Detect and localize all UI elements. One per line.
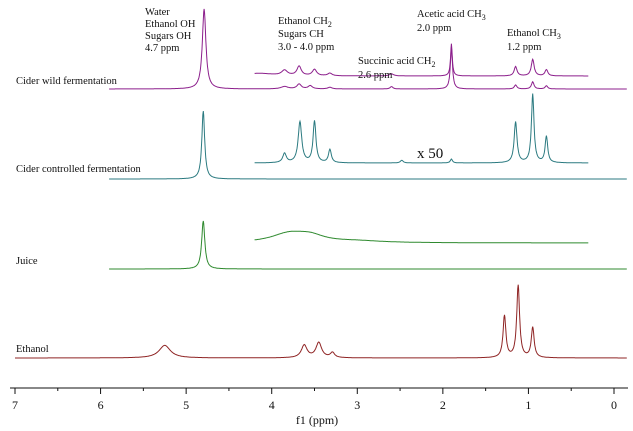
annotation-acetic-ppm: 2.0 ppm bbox=[417, 23, 451, 34]
x-tick-label-2: 2 bbox=[440, 398, 446, 412]
annotation-ethanol-ch3-label: Ethanol CH3 bbox=[507, 28, 561, 41]
annotation-sugars-ch: Sugars CH bbox=[278, 29, 324, 40]
scale-factor-label: x 50 bbox=[417, 146, 443, 162]
x-tick-label-3: 3 bbox=[354, 398, 360, 412]
annotation-water-line2: Ethanol OH bbox=[145, 19, 196, 30]
annotation-ethanol-ch3-ppm: 1.2 ppm bbox=[507, 42, 541, 53]
annotation-ethanol-ch2: Ethanol CH2 bbox=[278, 16, 332, 29]
annotation-succinic: Succinic acid CH2 2.6 ppm bbox=[358, 56, 435, 81]
x-axis-title: f1 (ppm) bbox=[296, 413, 338, 427]
x-tick-label-6: 6 bbox=[98, 398, 104, 412]
x-tick-label-1: 1 bbox=[525, 398, 531, 412]
annotation-water-line1: Water bbox=[145, 7, 170, 18]
series-trace-1 bbox=[109, 110, 627, 180]
annotation-acetic-ch3: Acetic acid CH3 bbox=[417, 9, 486, 22]
series-label-cider-controlled: Cider controlled fermentation bbox=[16, 164, 142, 175]
annotation-ethanol-sugars: Ethanol CH2 Sugars CH 3.0 - 4.0 ppm bbox=[278, 16, 334, 53]
annotation-water: Water Ethanol OH Sugars OH 4.7 ppm bbox=[145, 7, 196, 54]
series-trace-2 bbox=[109, 220, 627, 270]
series-label-cider-wild: Cider wild fermentation bbox=[16, 76, 118, 87]
annotation-succinic-ch2: Succinic acid CH2 bbox=[358, 56, 435, 69]
series-trace-0 bbox=[109, 8, 627, 90]
annotation-range: 3.0 - 4.0 ppm bbox=[278, 42, 334, 53]
annotation-water-line4: 4.7 ppm bbox=[145, 43, 179, 54]
spectra-group bbox=[15, 8, 627, 359]
x-tick-label-7: 7 bbox=[12, 398, 18, 412]
series-inset-trace-1 bbox=[254, 93, 589, 164]
annotation-acetic: Acetic acid CH3 2.0 ppm bbox=[417, 9, 486, 34]
annotation-ethanol-ch3: Ethanol CH3 1.2 ppm bbox=[507, 28, 561, 53]
series-inset-trace-2 bbox=[254, 230, 589, 244]
series-label-ethanol: Ethanol bbox=[16, 344, 49, 355]
x-tick-label-4: 4 bbox=[269, 398, 275, 412]
series-trace-3 bbox=[15, 284, 627, 359]
series-label-juice: Juice bbox=[16, 256, 38, 267]
series-inset-trace-0 bbox=[254, 43, 589, 77]
annotation-water-line3: Sugars OH bbox=[145, 31, 192, 42]
annotation-succinic-ppm: 2.6 ppm bbox=[358, 70, 392, 81]
x-tick-label-5: 5 bbox=[183, 398, 189, 412]
x-axis: 7 6 5 4 3 2 1 0 bbox=[10, 387, 628, 412]
x-tick-label-0: 0 bbox=[611, 398, 617, 412]
